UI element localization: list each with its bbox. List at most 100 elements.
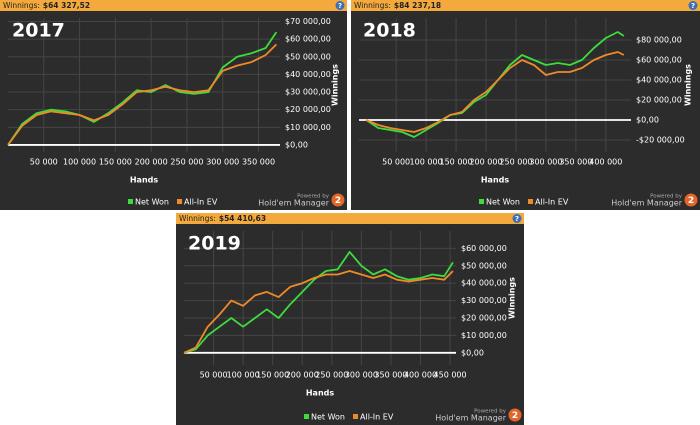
legend-swatch xyxy=(353,414,358,419)
y-tick-label: $60 000,00 xyxy=(636,56,682,65)
x-tick-label: 300 000 xyxy=(345,371,378,380)
x-tick-label: 400 000 xyxy=(589,158,622,167)
legend-swatch xyxy=(128,199,133,204)
header-text: Winnings: $64 327,52 xyxy=(3,1,90,10)
header-text: Winnings: $54 410,63 xyxy=(179,214,266,223)
help-icon[interactable] xyxy=(335,1,345,10)
x-tick-label: 150 000 xyxy=(99,158,132,167)
legend-label: Net Won xyxy=(311,413,345,422)
chart-title: 2018 xyxy=(363,20,416,42)
chart-title: 2017 xyxy=(12,20,65,42)
header-bar xyxy=(351,0,700,11)
header-bar xyxy=(176,213,524,224)
header-value: $64 327,52 xyxy=(43,1,90,10)
x-tick-label: 50 000 xyxy=(200,371,228,380)
help-text[interactable]: ? xyxy=(691,2,695,10)
y-tick-label: -$20 000,00 xyxy=(636,136,685,145)
series-line xyxy=(365,51,625,133)
help-text[interactable]: ? xyxy=(515,215,519,223)
help-icon[interactable] xyxy=(688,1,698,10)
y-axis-label: Winnings xyxy=(331,64,340,106)
powered-by: Powered by xyxy=(474,409,507,415)
x-axis-label: Hands xyxy=(481,176,510,185)
x-tick-label: 300 000 xyxy=(529,158,562,167)
y-tick-label: $0,00 xyxy=(461,348,484,357)
logo-circle xyxy=(331,193,345,207)
y-tick-label: $80 000,00 xyxy=(636,36,682,45)
legend-label: All-In EV xyxy=(360,413,394,422)
y-tick-label: $30 000,00 xyxy=(461,296,507,305)
logo-version: 2 xyxy=(512,411,518,421)
x-tick-label: 400 000 xyxy=(404,371,437,380)
product-name: Hold'em Manager xyxy=(258,199,329,208)
y-tick-label: $20 000,00 xyxy=(636,96,682,105)
x-tick-label: 350 000 xyxy=(374,371,407,380)
x-tick-label: 100 000 xyxy=(63,158,96,167)
help-icon[interactable] xyxy=(512,214,522,223)
powered-by: Powered by xyxy=(650,194,683,200)
y-tick-label: $40 000,00 xyxy=(285,70,331,79)
header-value: $54 410,63 xyxy=(219,214,266,223)
chart-panel: Winnings: $64 327,52 ? $0,00 $10 000,00 $20 0… xyxy=(0,0,347,210)
x-tick-label: 50 000 xyxy=(382,158,410,167)
product-name: Hold'em Manager xyxy=(611,199,682,208)
x-tick-label: 200 000 xyxy=(286,371,319,380)
x-tick-label: 100 000 xyxy=(410,158,443,167)
y-tick-label: $0,00 xyxy=(285,140,308,149)
x-tick-label: 150 000 xyxy=(256,371,289,380)
y-tick-label: $20 000,00 xyxy=(285,105,331,114)
y-tick-label: $40 000,00 xyxy=(636,76,682,85)
y-tick-label: $0,00 xyxy=(636,116,659,125)
legend-swatch xyxy=(528,199,533,204)
header-label: Winnings: xyxy=(354,1,391,10)
logo-circle xyxy=(684,193,698,207)
x-tick-label: 250 000 xyxy=(170,158,203,167)
logo-circle xyxy=(508,408,522,422)
chart-panel: Winnings: $54 410,63 ? $0,00 $10 000,00 $20 0… xyxy=(176,213,524,425)
product-name: Hold'em Manager xyxy=(435,414,506,423)
x-tick-label: 150 000 xyxy=(440,158,473,167)
x-tick-label: 200 000 xyxy=(469,158,502,167)
series-line xyxy=(183,270,454,354)
x-axis-label: Hands xyxy=(306,389,335,398)
y-tick-label: $40 000,00 xyxy=(461,279,507,288)
x-tick-label: 50 000 xyxy=(30,158,58,167)
y-tick-label: $10 000,00 xyxy=(285,123,331,132)
chart-panel: Winnings: $84 237,18 ? -$20 000,00 $0,00 $20 … xyxy=(351,0,700,210)
chart-title: 2019 xyxy=(188,233,241,255)
x-tick-label: 250 000 xyxy=(315,371,348,380)
legend-label: All-In EV xyxy=(535,198,569,207)
legend-label: Net Won xyxy=(486,198,520,207)
legend-swatch xyxy=(177,199,182,204)
series-line xyxy=(7,43,278,146)
x-tick-label: 250 000 xyxy=(499,158,532,167)
y-tick-label: $10 000,00 xyxy=(461,331,507,340)
x-tick-label: 350 000 xyxy=(242,158,275,167)
y-tick-label: $30 000,00 xyxy=(285,88,331,97)
y-axis-label: Winnings xyxy=(684,64,693,106)
header-text: Winnings: $84 237,18 xyxy=(354,1,441,10)
header-label: Winnings: xyxy=(179,214,216,223)
y-tick-label: $20 000,00 xyxy=(461,314,507,323)
x-axis-label: Hands xyxy=(130,176,159,185)
y-tick-label: $50 000,00 xyxy=(285,52,331,61)
y-tick-label: $60 000,00 xyxy=(285,35,331,44)
y-tick-label: $70 000,00 xyxy=(285,17,331,26)
legend-swatch xyxy=(479,199,484,204)
help-text[interactable]: ? xyxy=(338,2,342,10)
y-tick-label: $50 000,00 xyxy=(461,261,507,270)
header-bar xyxy=(0,0,347,11)
legend-label: All-In EV xyxy=(184,198,218,207)
header-value: $84 237,18 xyxy=(394,1,441,10)
x-tick-label: 300 000 xyxy=(206,158,239,167)
logo-version: 2 xyxy=(335,196,341,206)
y-tick-label: $60 000,00 xyxy=(461,244,507,253)
x-tick-label: 100 000 xyxy=(227,371,260,380)
x-tick-label: 450 000 xyxy=(434,371,467,380)
header-label: Winnings: xyxy=(3,1,40,10)
legend-swatch xyxy=(304,414,309,419)
panel-background xyxy=(351,0,700,210)
legend-label: Net Won xyxy=(135,198,169,207)
